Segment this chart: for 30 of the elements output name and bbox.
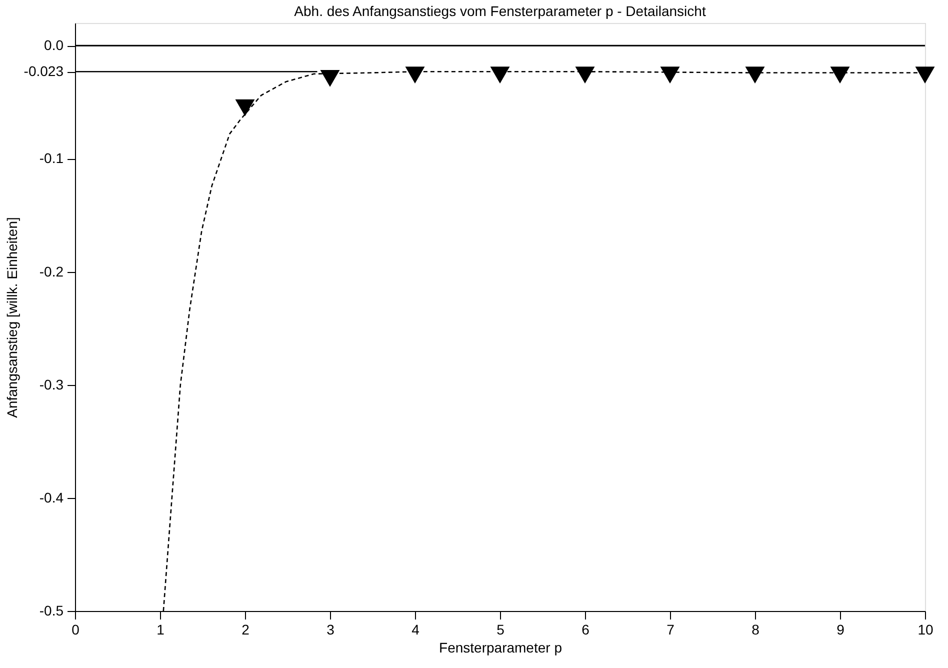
y-tick-label: -0.2	[39, 263, 64, 280]
x-tick-label: 9	[836, 622, 845, 638]
point	[320, 70, 340, 87]
x-tick-label: 4	[412, 622, 420, 638]
x-tick-label: 7	[666, 622, 675, 638]
x-tick-label: 5	[496, 622, 505, 638]
x-tick-label: 0	[72, 622, 80, 638]
point	[575, 66, 595, 84]
x-axis-title: Fensterparameter p	[439, 640, 562, 656]
point	[915, 66, 935, 84]
y-axis-title: Anfangsanstieg [willk. Einheiten]	[4, 217, 20, 418]
point	[830, 66, 850, 84]
y-tick-label: -0.4	[39, 489, 64, 506]
point	[660, 66, 680, 84]
x-tick-label: 10	[918, 622, 934, 638]
y-tick-label: -0.023	[24, 63, 64, 80]
y-tick-label: -0.5	[39, 602, 64, 618]
y-tick-label: 0.0	[44, 37, 64, 54]
x-tick-label: 2	[242, 622, 250, 638]
y-tick-label: -0.1	[39, 150, 64, 166]
point	[490, 66, 510, 84]
point	[745, 66, 765, 84]
y-tick-label: -0.3	[39, 376, 64, 392]
point	[235, 99, 255, 116]
x-tick-label: 6	[582, 622, 590, 638]
point	[405, 66, 425, 84]
x-tick-label: 3	[326, 622, 335, 638]
x-tick-label: 1	[156, 622, 165, 638]
chart-title: Abh. des Anfangsanstiegs vom Fensterparameter p - Detailansicht	[294, 3, 706, 19]
x-tick-label: 8	[752, 622, 760, 638]
